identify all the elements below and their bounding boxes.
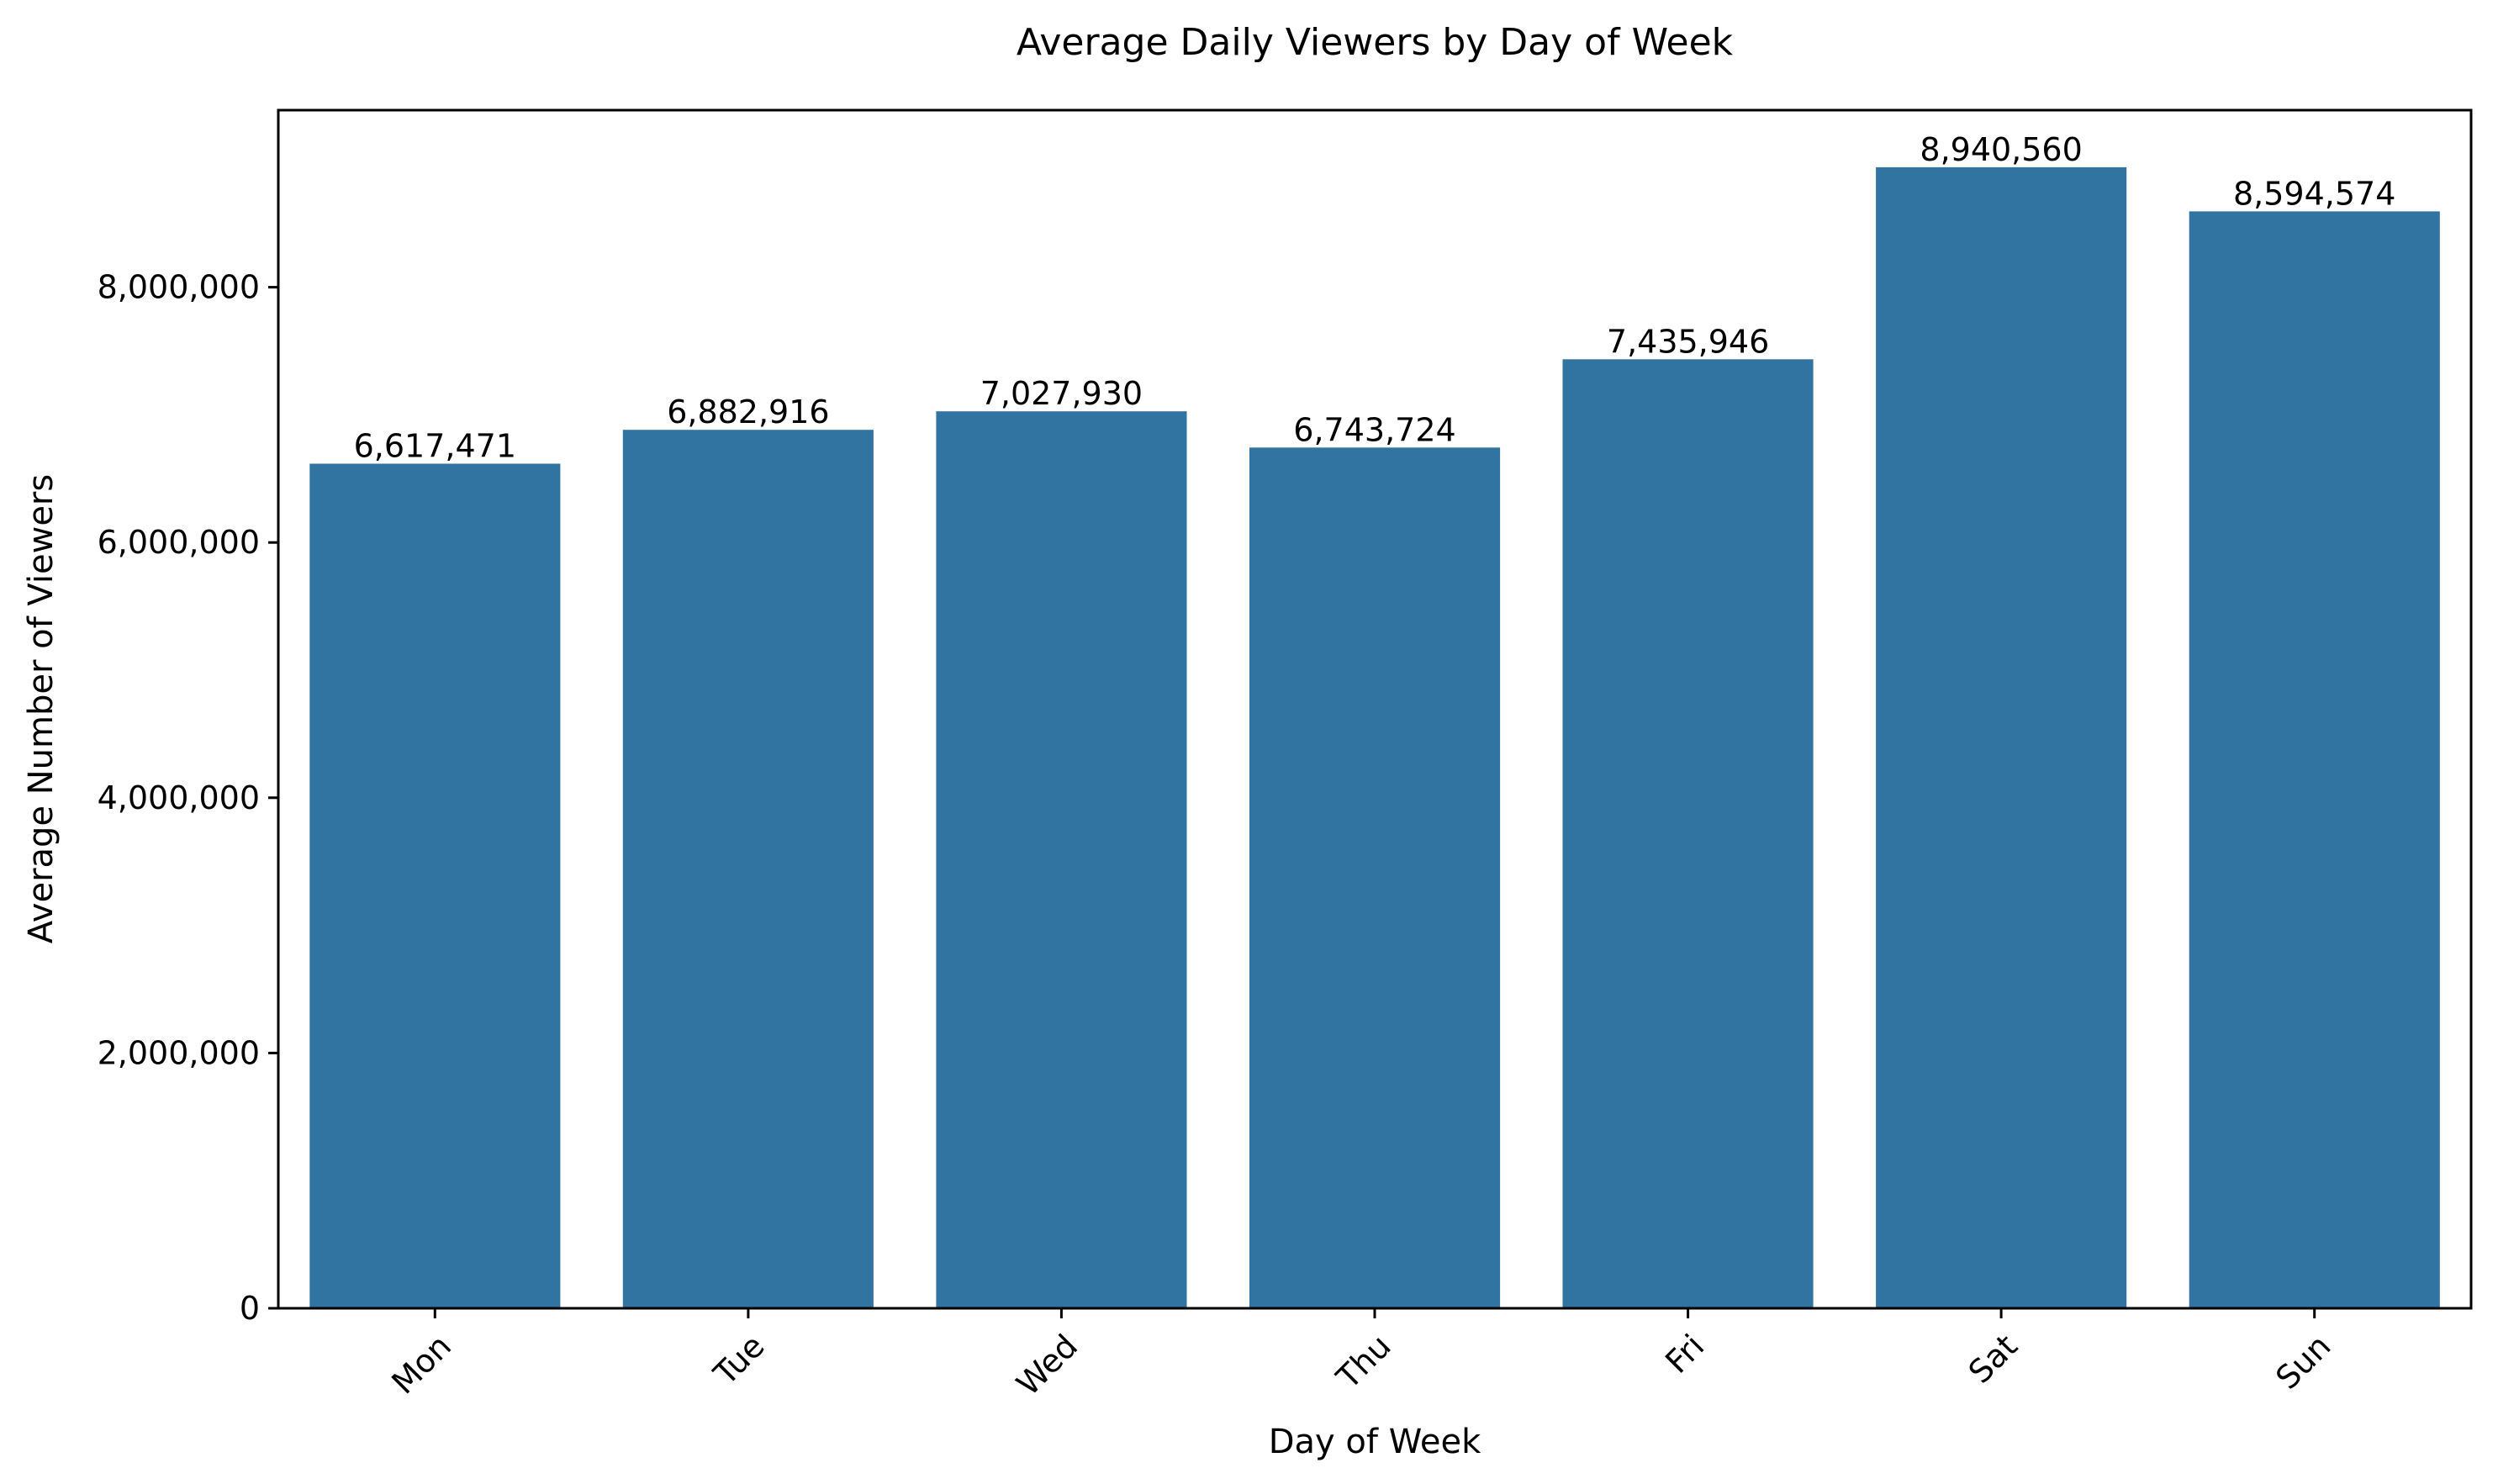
bar-thu xyxy=(1249,447,1501,1308)
y-tick-label: 2,000,000 xyxy=(98,1034,260,1071)
bar-mon xyxy=(309,463,561,1308)
bar-value-label-fri: 7,435,946 xyxy=(1607,323,1769,360)
bar-value-label-wed: 7,027,930 xyxy=(980,375,1143,412)
bar-tue xyxy=(622,430,874,1309)
bar-fri xyxy=(1562,359,1814,1308)
bar-value-label-tue: 6,882,916 xyxy=(667,393,829,430)
bar-wed xyxy=(936,411,1187,1309)
bar-sat xyxy=(1876,166,2127,1308)
plot-frame xyxy=(277,108,2473,1310)
bar-value-labels: 6,617,471 6,882,916 7,027,930 6,743,724 7,43… xyxy=(354,131,2396,465)
bar-value-label-thu: 6,743,724 xyxy=(1293,411,1455,448)
x-tick-label-wed: Wed xyxy=(1009,1328,1085,1403)
x-tick-label-thu: Thu xyxy=(1328,1328,1397,1397)
chart-title: Average Daily Viewers by Day of Week xyxy=(1017,21,1734,64)
bar-sun xyxy=(2189,211,2440,1308)
y-axis-title: Average Number of Viewers xyxy=(22,474,61,943)
y-tick-label: 6,000,000 xyxy=(98,524,260,561)
x-tick-label-mon: Mon xyxy=(384,1328,458,1402)
bar-value-label-mon: 6,617,471 xyxy=(354,428,516,465)
x-tick-label-sun: Sun xyxy=(2268,1328,2337,1397)
bars-group xyxy=(309,166,2440,1309)
x-tick-label-sat: Sat xyxy=(1962,1328,2025,1391)
y-tick-label: 8,000,000 xyxy=(98,269,260,306)
x-tick-label-tue: Tue xyxy=(706,1328,772,1393)
x-axis-title: Day of Week xyxy=(1269,1423,1481,1461)
x-axis: Mon Tue Wed Thu Fri Sat Sun xyxy=(384,1308,2337,1402)
x-tick-label-fri: Fri xyxy=(1658,1328,1711,1381)
y-axis: 0 2,000,000 4,000,000 6,000,000 8,000,000 xyxy=(98,269,278,1327)
y-tick-label: 4,000,000 xyxy=(98,779,260,816)
y-tick-label: 0 xyxy=(240,1290,260,1327)
bar-value-label-sat: 8,940,560 xyxy=(1920,131,2082,168)
bar-value-label-sun: 8,594,574 xyxy=(2233,175,2395,212)
